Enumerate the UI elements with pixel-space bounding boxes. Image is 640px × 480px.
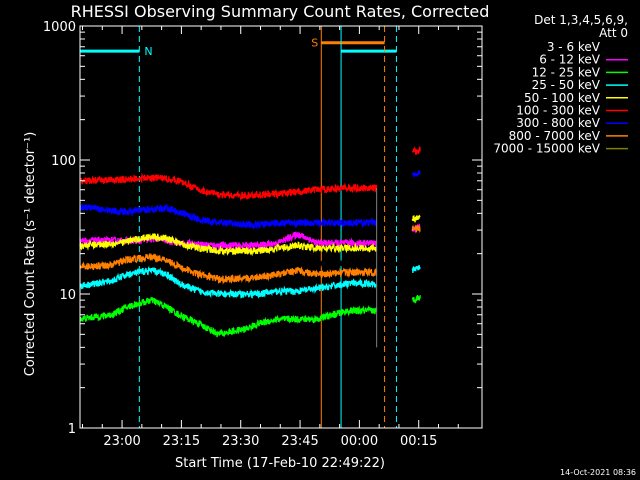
legend-header: Det 1,3,4,5,6,9, (534, 13, 628, 27)
legend-entry-label: 6 - 12 keV (539, 53, 601, 67)
x-tick-label: 00:00 (341, 434, 378, 449)
series-line-post (411, 214, 421, 223)
legend-entry-label: 100 - 300 keV (516, 104, 600, 118)
x-axis-label: Start Time (17-Feb-10 22:49:22) (175, 456, 385, 471)
legend-entry-label: 3 - 6 keV (547, 40, 601, 54)
series-line-main (79, 172, 378, 202)
annotation-group: NS (80, 26, 397, 428)
y-axis-label: Corrected Count Rate (s⁻¹ detector⁻¹) (23, 132, 38, 377)
legend-entry-label: 25 - 50 keV (532, 78, 601, 92)
legend-subheader: Att 0 (599, 26, 628, 40)
y-tick-label: 10 (59, 288, 76, 303)
x-tick-label: 23:15 (163, 434, 200, 449)
series-line-post (411, 146, 421, 156)
series-line-post (411, 265, 421, 274)
legend-entry-label: 12 - 25 keV (532, 65, 601, 79)
series-line-post (411, 170, 421, 178)
legend-entry-label: 300 - 800 keV (516, 116, 600, 130)
x-tick-label: 00:15 (400, 434, 437, 449)
x-tick-label: 23:30 (222, 434, 259, 449)
legend-entry-label: 50 - 100 keV (524, 91, 601, 105)
y-tick-label: 1000 (43, 20, 76, 35)
x-tick-label: 23:00 (103, 434, 140, 449)
x-tick-label: 23:45 (281, 434, 318, 449)
series-group (79, 146, 421, 348)
legend-entry-label: 7000 - 15000 keV (493, 142, 600, 156)
series-line-main (79, 265, 377, 299)
y-axis: 1 10 100 1000 (43, 20, 482, 437)
flag-label: S (311, 37, 318, 50)
footer-timestamp: 14-Oct-2021 08:36 (560, 468, 636, 477)
chart-title: RHESSI Observing Summary Count Rates, Co… (71, 2, 490, 21)
series-line-post (411, 224, 421, 234)
series-line-main (79, 253, 378, 285)
flag-label: N (144, 45, 152, 58)
x-axis: 23:00 23:15 23:30 23:45 00:00 00:15 (82, 26, 459, 449)
plot-frame (79, 25, 483, 429)
y-tick-label: 1 (68, 422, 76, 437)
series-line-main (79, 296, 378, 338)
series-line-main (79, 203, 378, 231)
y-tick-label: 100 (51, 154, 76, 169)
legend-entry-label: 800 - 7000 keV (509, 129, 601, 143)
series-line-main (79, 233, 378, 257)
series-line-main (79, 231, 378, 251)
series-line-post (411, 295, 421, 304)
